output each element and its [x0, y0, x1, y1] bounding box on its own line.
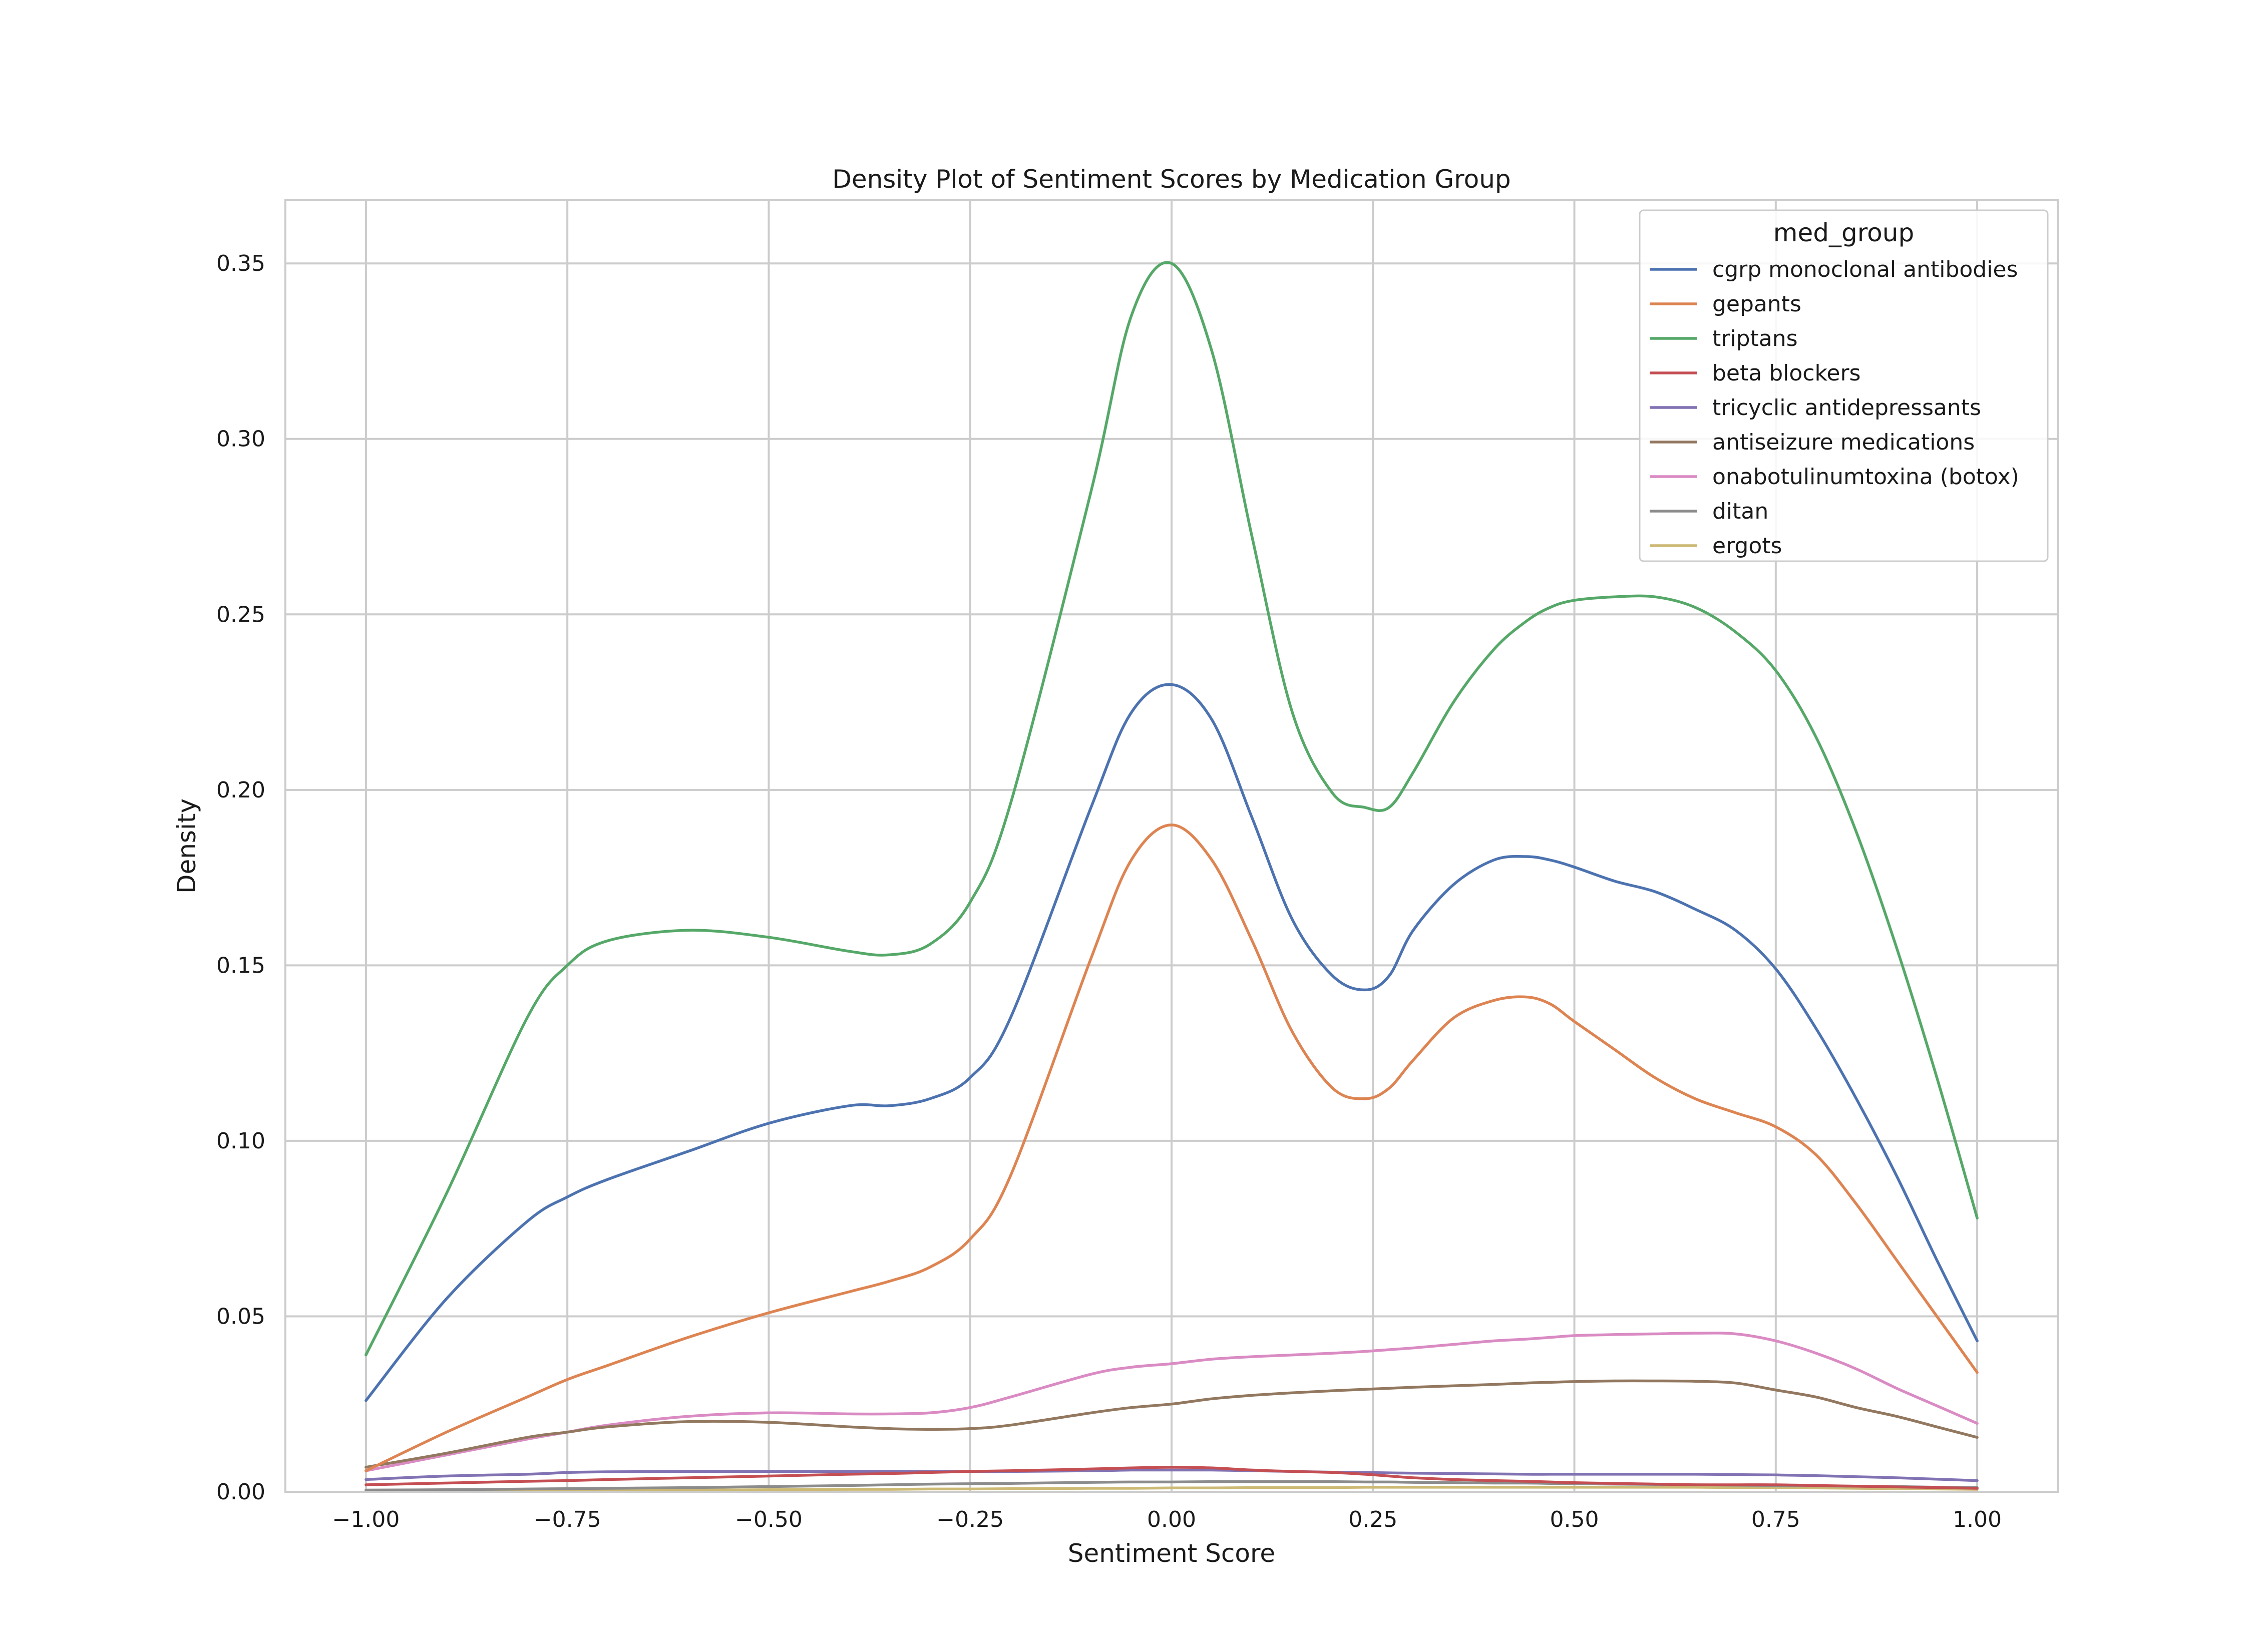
y-tick-label: 0.25 [216, 602, 265, 627]
chart-title: Density Plot of Sentiment Scores by Medi… [832, 165, 1511, 194]
series-lines [364, 261, 1979, 1492]
legend-label: triptans [1712, 326, 1798, 351]
legend-box [1639, 209, 2049, 562]
x-tick-label: 1.00 [1953, 1507, 2002, 1532]
x-tick-label: −0.50 [735, 1507, 803, 1532]
x-tick-label: 0.00 [1147, 1507, 1196, 1532]
x-tick-label: 0.25 [1348, 1507, 1397, 1532]
legend-title: med_group [1773, 218, 1914, 247]
y-tick-label: 0.35 [216, 251, 265, 276]
x-tick-label: −1.00 [332, 1507, 400, 1532]
x-tick-label: −0.75 [534, 1507, 601, 1532]
series-line-cgrp-monoclonal-antibodies [364, 683, 1979, 1402]
series-line-ergots [364, 1486, 1979, 1492]
legend-label: ergots [1712, 533, 1782, 559]
x-tick-labels: −1.00 −0.75 −0.50 −0.25 0.00 0.25 0.50 0.75 1.00 [332, 1507, 2002, 1532]
x-tick-label: 0.50 [1550, 1507, 1599, 1532]
legend-label: antiseizure medications [1712, 430, 1975, 455]
legend: med_group cgrp monoclonal antibodies gepa… [1639, 209, 2049, 562]
x-axis-label: Sentiment Score [1068, 1539, 1275, 1568]
legend-label: cgrp monoclonal antibodies [1712, 257, 2018, 282]
plot-frame [284, 199, 2059, 1493]
legend-items: cgrp monoclonal antibodies gepants triptan… [1650, 257, 2019, 559]
y-tick-label: 0.20 [216, 777, 265, 803]
x-tick-label: 0.75 [1751, 1507, 1800, 1532]
series-line-antiseizure-medications [364, 1379, 1979, 1469]
legend-label: gepants [1712, 291, 1801, 317]
series-line-onabotulinumtoxina-botox [364, 1332, 1979, 1472]
legend-label: beta blockers [1712, 360, 1860, 386]
series-line-beta-blockers [364, 1466, 1979, 1490]
y-tick-labels: 0.00 0.05 0.10 0.15 0.20 0.25 0.30 0.35 [216, 251, 265, 1505]
legend-label: ditan [1712, 499, 1768, 524]
legend-label: tricyclic antidepressants [1712, 395, 1981, 421]
y-tick-label: 0.10 [216, 1128, 265, 1154]
series-line-triptans [364, 261, 1979, 1357]
series-line-gepants [364, 823, 1979, 1472]
y-axis-label: Density [172, 798, 201, 894]
y-tick-label: 0.05 [216, 1304, 265, 1329]
x-tick-label: −0.25 [936, 1507, 1004, 1532]
y-tick-label: 0.00 [216, 1479, 265, 1505]
y-tick-label: 0.30 [216, 427, 265, 452]
legend-label: onabotulinumtoxina (botox) [1712, 464, 2019, 490]
y-tick-label: 0.15 [216, 953, 265, 978]
